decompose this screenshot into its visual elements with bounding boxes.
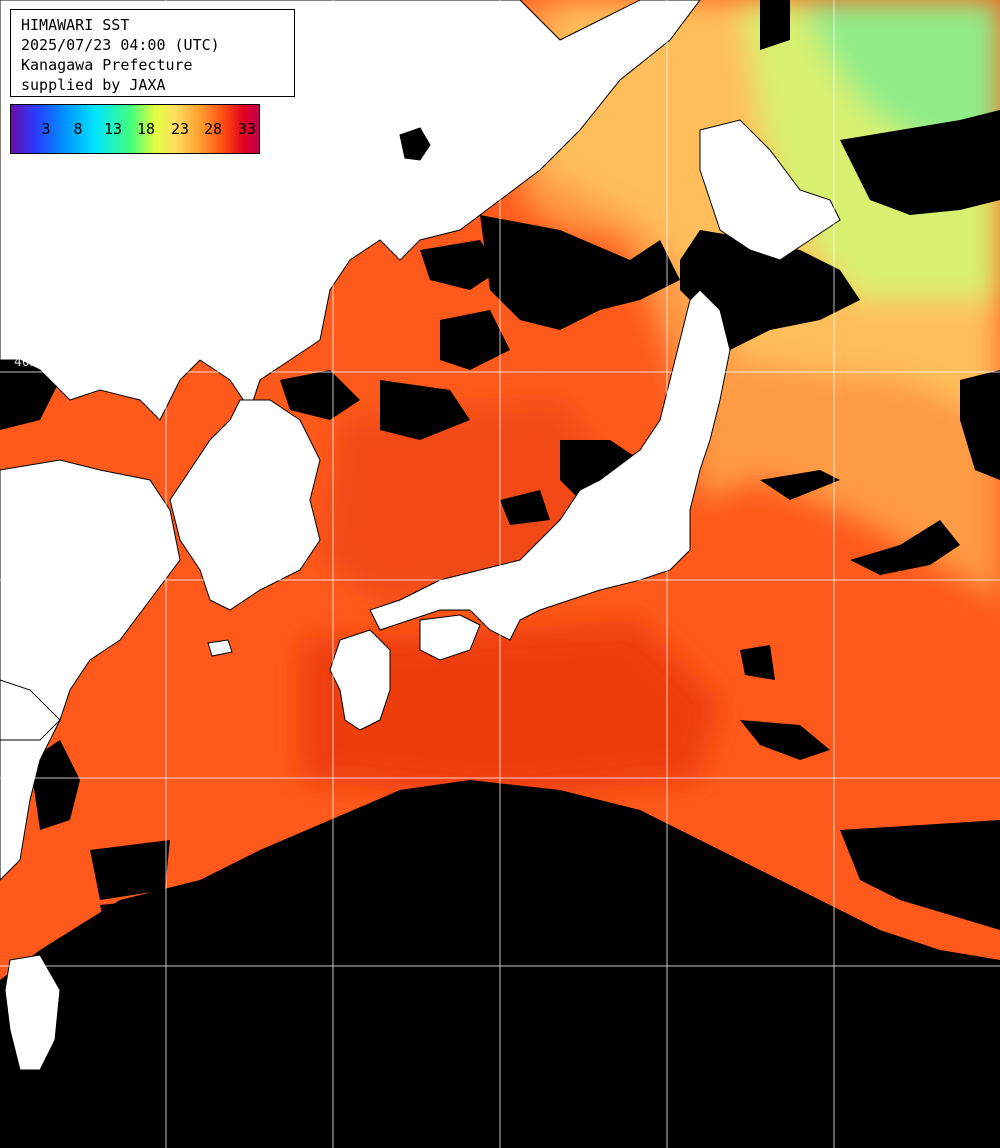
cloud-patch (760, 0, 790, 50)
latitude-label-40n: 40N (14, 355, 37, 370)
cloud-patch (760, 470, 840, 500)
data-credit: supplied by JAXA (21, 76, 166, 94)
cloud-patch (90, 840, 170, 900)
honshu (369, 289, 731, 641)
hokkaido (699, 119, 841, 261)
cloud-patch (850, 520, 960, 575)
temperature-colorbar: 3 8 13 18 23 28 33 (10, 104, 260, 154)
colorbar-tick-labels: 3 8 13 18 23 28 33 (11, 119, 259, 139)
colorbar-tick: 28 (203, 120, 223, 138)
observation-datetime: 2025/07/23 04:00 (UTC) (21, 36, 220, 54)
colorbar-tick: 8 (73, 120, 83, 138)
china-estuary (0, 679, 61, 741)
china-coast (0, 459, 181, 881)
cloud-patch (740, 720, 830, 760)
kyushu (329, 629, 391, 731)
colorbar-tick: 18 (136, 120, 156, 138)
shikoku (419, 614, 481, 661)
cloud-patch (440, 310, 510, 370)
latitude-label-30n: 30N (14, 761, 37, 776)
cloud-patch (740, 645, 775, 680)
cloud-patch (960, 370, 1000, 480)
cloud-patch (420, 240, 500, 290)
taiwan (4, 954, 61, 1071)
colorbar-tick: 13 (103, 120, 123, 138)
cloud-patch (840, 820, 1000, 930)
sea-zone-coldest (800, 0, 1000, 160)
cloud-patch (280, 370, 360, 420)
cloud-patch-okhotsk (840, 110, 1000, 215)
cloud-patch-japansea-north (480, 215, 680, 330)
cloud-patch (30, 740, 80, 830)
sea-zone-hot-kuroshio (300, 620, 720, 800)
cloud-patch (100, 900, 160, 950)
info-legend-box: HIMAWARI SST 2025/07/23 04:00 (UTC) Kana… (10, 9, 295, 97)
colorbar-tick: 3 (41, 120, 51, 138)
jeju-island (207, 639, 233, 657)
cloud-patch (500, 490, 550, 525)
product-title: HIMAWARI SST (21, 16, 130, 34)
cloud-patch (230, 900, 400, 1148)
region-label: Kanagawa Prefecture (21, 56, 193, 74)
cloud-patch (380, 380, 470, 440)
colorbar-tick: 23 (170, 120, 190, 138)
island-dark (399, 127, 431, 161)
korean-peninsula (169, 399, 321, 611)
cloud-patch-tsugaru (680, 230, 860, 350)
colorbar-tick: 33 (237, 120, 257, 138)
